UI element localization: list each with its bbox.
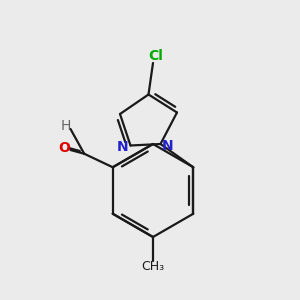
- Text: N: N: [117, 140, 129, 154]
- Text: CH₃: CH₃: [141, 260, 165, 273]
- Text: H: H: [61, 119, 71, 133]
- Text: N: N: [162, 139, 174, 152]
- Text: Cl: Cl: [148, 50, 164, 63]
- Text: O: O: [58, 142, 70, 155]
